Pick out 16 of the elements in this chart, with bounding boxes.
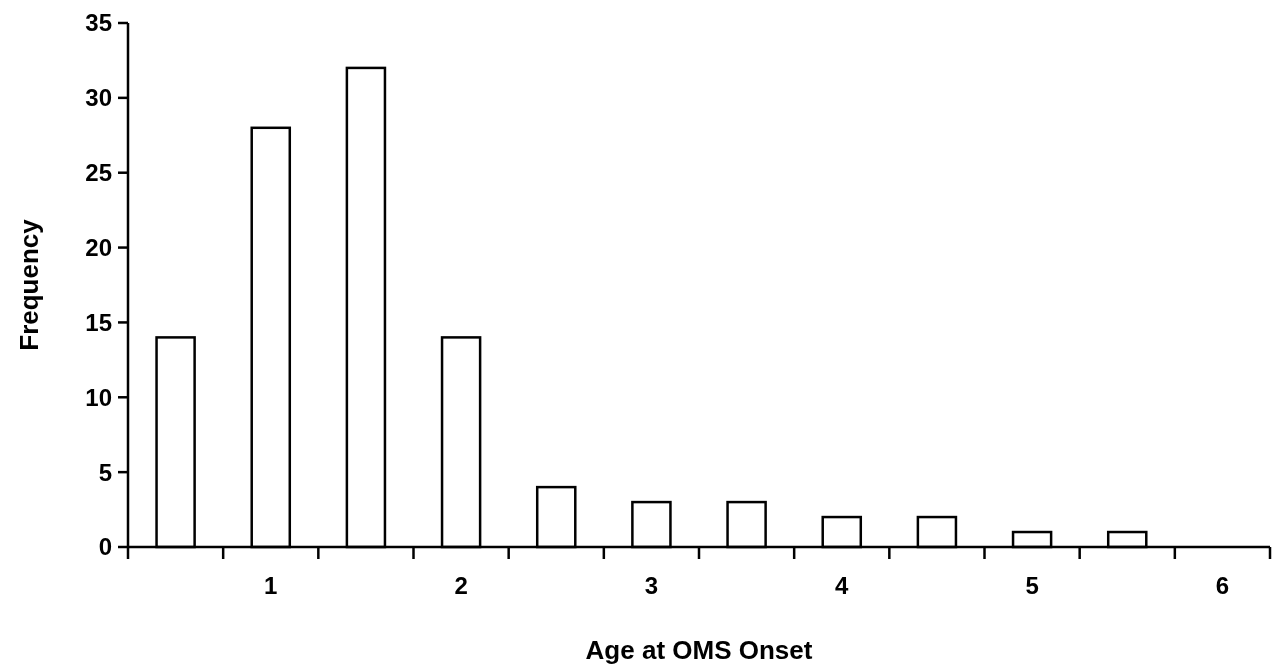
x-tick-label: 2 [454,572,468,599]
x-tick-label: 5 [1025,572,1039,599]
x-tick-label: 3 [644,572,659,599]
x-axis-title: Age at OMS Onset [585,635,813,665]
y-tick-label: 5 [98,458,112,486]
y-tick-label: 20 [85,233,112,261]
y-tick-label: 30 [85,84,112,112]
y-tick-label: 15 [85,308,112,336]
y-tick-label: 0 [98,533,112,561]
y-tick-label: 35 [85,9,112,37]
x-tick-label: 4 [835,572,850,599]
y-axis-title: Frequency [14,218,44,351]
y-tick-label: 25 [85,159,112,187]
x-tick-label: 6 [1215,572,1230,599]
y-tick-label: 10 [85,383,112,411]
x-tick-label: 1 [264,572,278,599]
